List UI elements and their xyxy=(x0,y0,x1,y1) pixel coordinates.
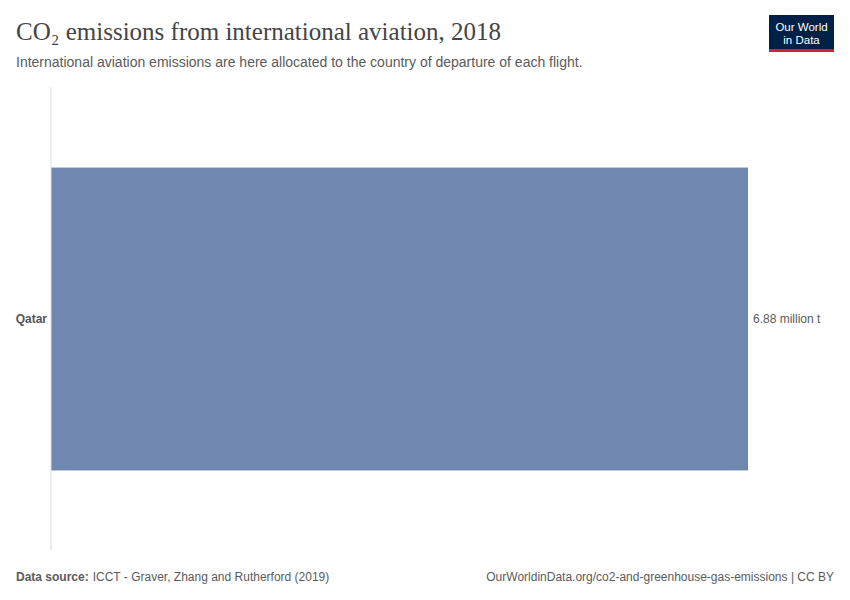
tick: Qatar xyxy=(16,312,51,326)
source: Data source: ICCT - Graver, Zhang and Rut… xyxy=(16,570,329,584)
bar xyxy=(51,168,748,471)
y-axis: Qatar xyxy=(16,87,51,551)
footer: OurWorldinData.org/co2-and-greenhouse-ga… xyxy=(486,570,834,584)
axis-line xyxy=(51,87,52,551)
logo-box xyxy=(769,15,834,51)
logo: Our Worldin Data xyxy=(769,15,834,52)
logo-text: in Data xyxy=(783,34,820,46)
source-label: Data source: xyxy=(16,570,89,584)
data-label: 6.88 million t xyxy=(753,312,821,326)
logo-text: Our World xyxy=(775,21,827,33)
source-text: ICCT - Graver, Zhang and Rutherford (201… xyxy=(93,570,330,584)
data-labels: 6.88 million t xyxy=(753,312,821,326)
tick-label: Qatar xyxy=(16,312,48,326)
bars xyxy=(51,168,748,471)
title: CO₂ emissions from international aviatio… xyxy=(16,18,501,45)
chart: CO₂ emissions from international aviatio… xyxy=(0,0,850,600)
logo-stripe xyxy=(769,49,834,52)
subtitle: International aviation emissions are her… xyxy=(16,54,583,70)
